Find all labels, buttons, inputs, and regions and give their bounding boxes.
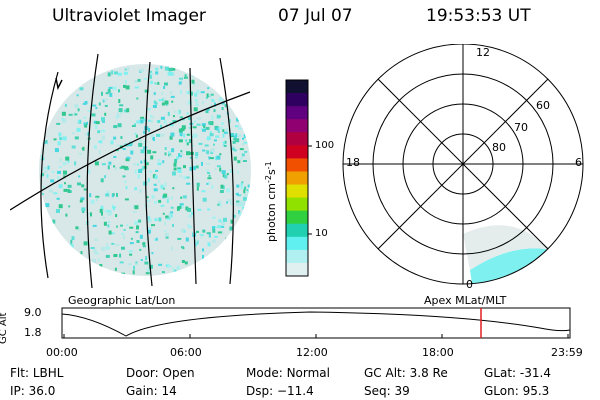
intensity-colorbar: photon cm-2s-1 xyxy=(264,79,312,277)
time-tick-1800: 18:00 xyxy=(422,346,454,359)
meta-glon: GLon: 95.3 xyxy=(484,384,550,398)
longitude-lines xyxy=(10,53,251,289)
colorbar-segment xyxy=(286,106,308,120)
meta-mode: Mode: Normal xyxy=(246,366,330,380)
meta-glat: GLat: -31.4 xyxy=(484,366,551,380)
colorbar-segment xyxy=(286,93,308,107)
timeline-ticks xyxy=(63,334,569,338)
image-time: 19:53:53 UT xyxy=(426,6,531,26)
instrument-title: Ultraviolet Imager xyxy=(52,6,206,26)
colorbar-segment xyxy=(286,119,308,133)
mlt-label-6: 6 xyxy=(575,156,582,169)
colorbar-segment xyxy=(286,236,308,251)
colorbar-unit-label: photon cm-2s-1 xyxy=(264,161,278,242)
colorbar-segment xyxy=(286,223,308,238)
mlt-label-0: 0 xyxy=(466,278,473,291)
meta-door: Door: Open xyxy=(126,366,195,380)
time-tick-0600: 06:00 xyxy=(170,346,202,359)
mlt-label-18: 18 xyxy=(346,156,360,169)
colorbar-segment xyxy=(286,171,308,186)
meta-seq: Seq: 39 xyxy=(364,384,410,398)
meta-gc-alt: GC Alt: 3.8 Re xyxy=(364,366,448,380)
mlt-label-12: 12 xyxy=(476,46,490,59)
colorbar-segment xyxy=(286,184,308,199)
image-date: 07 Jul 07 xyxy=(278,6,353,26)
time-tick-2359: 23:59 xyxy=(551,346,583,359)
meta-gain: Gain: 14 xyxy=(126,384,177,398)
alt-tick-high: 9.0 xyxy=(24,306,42,319)
alt-tick-low: 1.8 xyxy=(24,326,42,339)
colorbar-segment xyxy=(286,145,308,159)
time-tick-0000: 00:00 xyxy=(46,346,78,359)
meta-ip: IP: 36.0 xyxy=(10,384,56,398)
meta-flt: Flt: LBHL xyxy=(10,366,64,380)
colorbar-segment xyxy=(286,210,308,225)
altitude-curve xyxy=(61,311,571,337)
colorbar-segment xyxy=(286,197,308,212)
colorbar-tick-10: 10 xyxy=(315,228,328,239)
gc-alt-axis-label: GC Alt xyxy=(0,312,9,344)
geographic-latlon-label: Geographic Lat/Lon xyxy=(68,294,176,307)
colorbar-segment xyxy=(286,80,308,94)
colorbar-tick-100: 100 xyxy=(315,140,335,151)
mlat-label-60: 60 xyxy=(536,99,550,112)
colorbar-segment xyxy=(286,262,308,277)
apex-mlat-mlt-label: Apex MLat/MLT xyxy=(424,294,507,307)
geographic-uv-image xyxy=(10,53,251,289)
colorbar-segment xyxy=(286,158,308,172)
colorbar-segment xyxy=(286,249,308,264)
mlat-label-80: 80 xyxy=(492,141,506,154)
colorbar-segment xyxy=(286,132,308,146)
time-tick-1200: 12:00 xyxy=(296,346,328,359)
aurora-emission-speckles xyxy=(40,65,251,276)
meta-dsp: Dsp: −11.4 xyxy=(246,384,314,398)
mlat-label-70: 70 xyxy=(514,121,528,134)
altitude-timeline xyxy=(61,307,571,339)
polar-mlt-plot xyxy=(342,44,584,285)
direction-arrow-icon xyxy=(55,77,63,91)
